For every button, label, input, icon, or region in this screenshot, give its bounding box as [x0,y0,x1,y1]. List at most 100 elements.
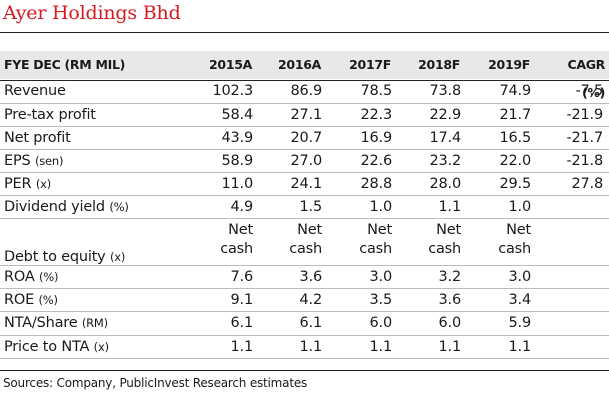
table-cell: 3.4 [461,288,531,312]
row-label: Dividend yield (%) [0,195,200,219]
table-cell: 7.6 [200,265,253,289]
row-unit: (x) [109,249,126,264]
table-cell: 3.0 [322,265,392,289]
table-cell: 73.8 [392,80,461,104]
row-unit: (%) [38,292,58,307]
table-row-nta-share: NTA/Share (RM) 6.1 6.1 6.0 6.0 5.9 [0,311,609,336]
table-cell: 6.1 [253,311,322,336]
financials-table: Revenue 102.3 86.9 78.5 73.8 74.9 -7.5 Pre-tax … [0,80,609,359]
header-col-cagr: CAGR (%) [567,57,605,100]
table-cell: Net cash [253,218,322,266]
table-cell: 1.0 [322,195,392,219]
row-label: EPS (sen) [0,149,200,173]
table-cell: 16.5 [461,126,531,150]
table-cell: 20.7 [253,126,322,150]
table-cell: 9.1 [200,288,253,312]
table-cell: 78.5 [322,80,392,104]
row-label-text: Dividend yield [4,198,105,215]
table-cell: 102.3 [200,80,253,104]
table-cell: 43.9 [200,126,253,150]
table-row-roe: ROE (%) 9.1 4.2 3.5 3.6 3.4 [0,288,609,312]
row-label: ROA (%) [0,265,200,289]
row-unit: (x) [93,339,109,354]
row-unit: (%) [109,199,129,214]
header-label: FYE DEC (RM MIL) [4,57,126,72]
table-cell: 58.4 [200,103,253,127]
table-cell: 27.1 [253,103,322,127]
row-unit: (x) [35,176,51,191]
table-cell: 3.2 [392,265,461,289]
table-cell: 74.9 [461,80,531,104]
row-unit: (%) [38,269,59,284]
row-label: NTA/Share (RM) [0,311,200,336]
table-cell: Net cash [392,218,461,266]
header-row [0,51,609,79]
header-col-2018f: 2018F [418,57,460,72]
row-label: Net profit [0,126,200,150]
table-cell: 5.9 [461,311,531,336]
table-row-net-profit: Net profit 43.9 20.7 16.9 17.4 16.5 -21.7 [0,126,609,150]
table-cell: -21.8 [531,149,609,173]
table-cell: 22.9 [392,103,461,127]
bottom-rule [0,370,609,371]
table-cell: 3.5 [322,288,392,312]
table-row-roa: ROA (%) 7.6 3.6 3.0 3.2 3.0 [0,265,609,289]
table-row-pretax-profit: Pre-tax profit 58.4 27.1 22.3 22.9 21.7 -21.9 [0,103,609,127]
table-row-per: PER (x) 11.0 24.1 28.8 28.0 29.5 27.8 [0,172,609,196]
table-cell [531,311,609,336]
table-cell: 3.0 [461,265,531,289]
row-label: Pre-tax profit [0,103,200,127]
row-label: ROE (%) [0,288,200,312]
table-cell: 3.6 [392,288,461,312]
table-cell [531,265,609,289]
table-row-revenue: Revenue 102.3 86.9 78.5 73.8 74.9 -7.5 [0,80,609,104]
row-label-text: Price to NTA [4,338,90,355]
table-row-dividend-yield: Dividend yield (%) 4.9 1.5 1.0 1.1 1.0 [0,195,609,219]
table-cell: 24.1 [253,172,322,196]
row-label-text: Pre-tax profit [4,106,96,123]
table-cell: 1.1 [461,335,531,359]
table-cell: 6.0 [322,311,392,336]
table-title: Ayer Holdings Bhd [3,2,181,24]
table-row-price-to-nta: Price to NTA (x) 1.1 1.1 1.1 1.1 1.1 [0,335,609,359]
table-cell: 6.0 [392,311,461,336]
table-cell: -21.9 [531,103,609,127]
table-cell: 1.1 [322,335,392,359]
table-cell: 4.9 [200,195,253,219]
row-label-text: Revenue [4,83,66,100]
table-row-eps: EPS (sen) 58.9 27.0 22.6 23.2 22.0 -21.8 [0,149,609,173]
table-cell: 1.0 [461,195,531,219]
table-cell: 16.9 [322,126,392,150]
table-cell: 27.8 [531,172,609,196]
row-label: Revenue [0,80,200,104]
header-col-2017f: 2017F [349,57,391,72]
table-cell [531,218,609,266]
table-cell: 1.1 [253,335,322,359]
table-cell: 21.7 [461,103,531,127]
table-cell: 23.2 [392,149,461,173]
header-col-2016a: 2016A [278,57,321,72]
table-cell: 28.8 [322,172,392,196]
source-note: Sources: Company, PublicInvest Research … [3,376,308,390]
table-cell [531,335,609,359]
table-row-debt-to-equity: Debt to equity (x) Net cash Net cash Net cash N… [0,218,609,266]
table-cell: 27.0 [253,149,322,173]
table-cell: -7.5 [531,80,609,104]
row-label-text: Net profit [4,129,71,146]
table-cell: 1.1 [392,195,461,219]
table-cell: 22.0 [461,149,531,173]
table-cell: -21.7 [531,126,609,150]
header-col-2015a: 2015A [209,57,252,72]
row-label-text: ROA [4,268,35,285]
table-cell: 22.6 [322,149,392,173]
row-unit: (sen) [34,153,64,168]
table-cell: 17.4 [392,126,461,150]
row-label: Price to NTA (x) [0,335,200,359]
row-label: Debt to equity (x) [0,218,200,266]
row-label-text: NTA/Share [4,315,78,331]
table-cell: 3.6 [253,265,322,289]
table-cell: 1.1 [200,335,253,359]
table-cell: 11.0 [200,172,253,196]
row-label-text: PER [4,175,32,192]
table-cell: 29.5 [461,172,531,196]
